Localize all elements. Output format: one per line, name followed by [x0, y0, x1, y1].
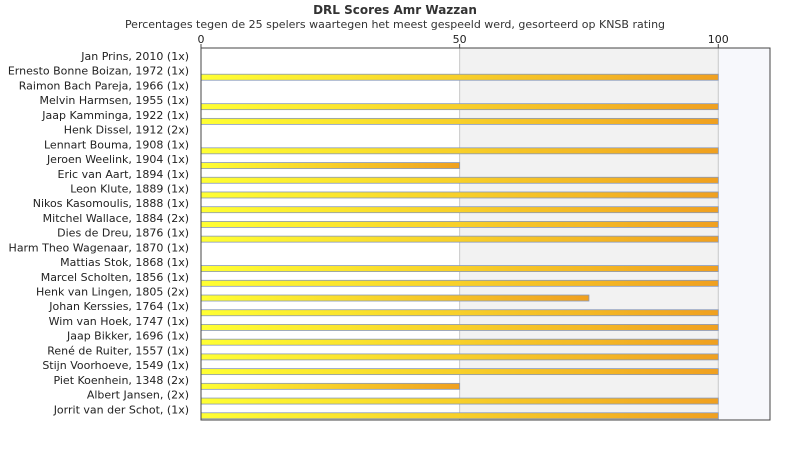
category-label: Piet Koenhein, 1348 (2x)	[53, 374, 189, 387]
category-label: Jeroen Weelink, 1904 (1x)	[46, 153, 189, 166]
category-label: Jan Prins, 2010 (1x)	[80, 50, 189, 63]
category-label: Jorrit van der Schot, (1x)	[53, 403, 189, 416]
category-label: Nikos Kasomoulis, 1888 (1x)	[33, 197, 189, 210]
bar	[200, 279, 719, 287]
bar	[200, 147, 719, 155]
x-tick-label: 0	[198, 33, 205, 46]
bar	[200, 397, 719, 405]
category-label: Mattias Stok, 1868 (1x)	[60, 256, 189, 269]
category-label: Mitchel Wallace, 1884 (2x)	[43, 212, 189, 225]
bar	[200, 73, 719, 81]
category-label: Ernesto Bonne Boizan, 1972 (1x)	[8, 65, 189, 78]
category-label: René de Ruiter, 1557 (1x)	[47, 344, 189, 357]
x-tick-label: 100	[708, 33, 729, 46]
category-label: Lennart Bouma, 1908 (1x)	[44, 138, 189, 151]
category-label: Jaap Bikker, 1696 (1x)	[66, 330, 189, 343]
category-label: Wim van Hoek, 1747 (1x)	[49, 315, 189, 328]
bar	[200, 117, 719, 125]
category-label: Melvin Harmsen, 1955 (1x)	[40, 94, 189, 107]
bar	[200, 191, 719, 199]
bar	[200, 412, 719, 420]
bar	[200, 324, 719, 331]
bar	[200, 309, 719, 317]
category-label: Albert Jansen, (2x)	[87, 389, 189, 402]
bar	[200, 382, 461, 390]
category-label: Harm Theo Wagenaar, 1870 (1x)	[9, 241, 189, 254]
bar	[200, 235, 719, 243]
category-label: Stijn Voorhoeve, 1549 (1x)	[42, 359, 189, 372]
chart-title: DRL Scores Amr Wazzan	[313, 3, 477, 17]
bar	[200, 368, 719, 376]
bar	[200, 265, 719, 272]
bar	[200, 103, 719, 111]
bar	[200, 206, 719, 214]
category-label: Raimon Bach Pareja, 1966 (1x)	[19, 79, 189, 92]
bar	[200, 176, 719, 184]
category-label: Eric van Aart, 1894 (1x)	[58, 168, 189, 181]
bar	[200, 221, 719, 228]
bar	[200, 294, 590, 302]
x-tick-label: 50	[453, 33, 467, 46]
bar	[200, 338, 719, 346]
category-label: Leon Klute, 1889 (1x)	[70, 182, 189, 195]
category-label: Marcel Scholten, 1856 (1x)	[41, 271, 189, 284]
chart-subtitle: Percentages tegen de 25 spelers waartege…	[124, 18, 666, 31]
category-label: Jaap Kamminga, 1922 (1x)	[41, 109, 189, 122]
category-label: Dies de Dreu, 1876 (1x)	[57, 227, 189, 240]
bar	[200, 353, 719, 361]
category-label: Henk Dissel, 1912 (2x)	[64, 124, 189, 137]
plot-band-3	[718, 48, 770, 420]
category-label: Johan Kerssies, 1764 (1x)	[48, 300, 189, 313]
bar	[200, 162, 461, 169]
plot-frame	[200, 47, 771, 421]
category-label: Henk van Lingen, 1805 (2x)	[36, 286, 189, 299]
